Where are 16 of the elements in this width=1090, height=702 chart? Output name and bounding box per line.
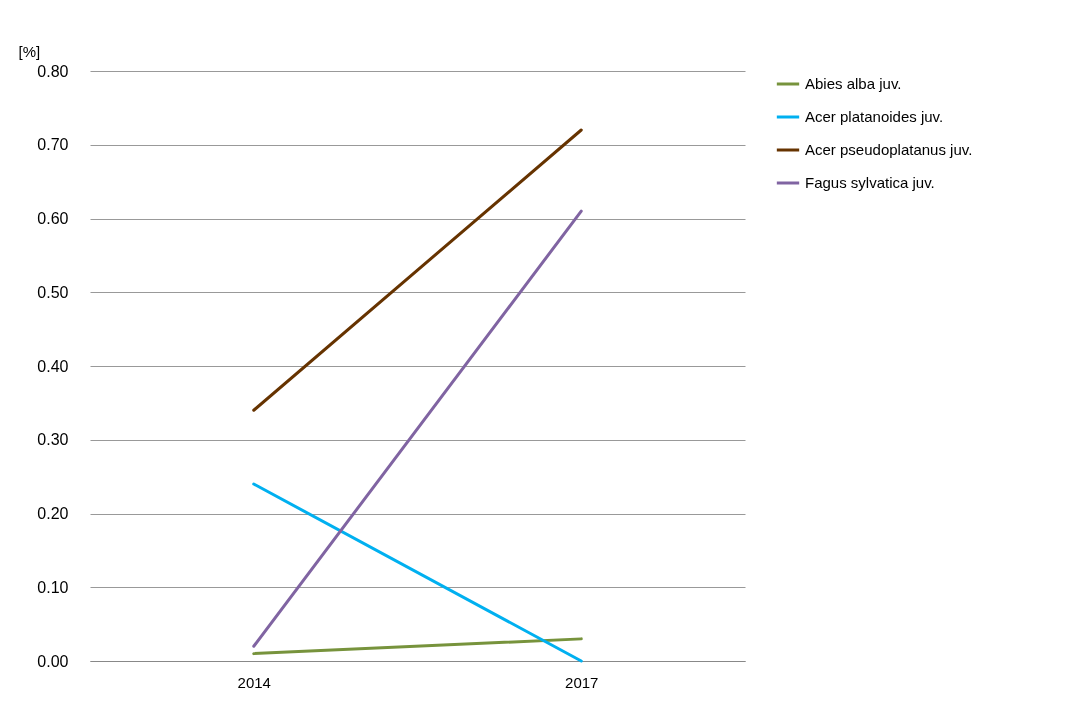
y-tick-label: 0.00 — [37, 652, 69, 670]
y-tick-label: 0.30 — [37, 431, 69, 449]
x-tick-label: 2014 — [237, 673, 271, 691]
y-tick-label: 0.10 — [37, 578, 69, 596]
y-tick-label: 0.50 — [37, 283, 69, 301]
legend-label: Fagus sylvatica juv. — [805, 174, 935, 191]
y-axis-title: [%] — [18, 42, 41, 60]
y-tick-label: 0.20 — [37, 505, 69, 522]
legend-label: Acer platanoides juv. — [805, 108, 944, 125]
x-tick-label: 2017 — [565, 673, 599, 691]
y-tick-label: 0.40 — [37, 357, 69, 375]
y-tick-label: 0.70 — [37, 136, 69, 154]
y-tick-label: 0.60 — [37, 210, 69, 227]
legend-label: Abies alba juv. — [805, 75, 902, 92]
legend-label: Acer pseudoplatanus juv. — [805, 141, 973, 158]
y-tick-label: 0.80 — [37, 62, 69, 80]
